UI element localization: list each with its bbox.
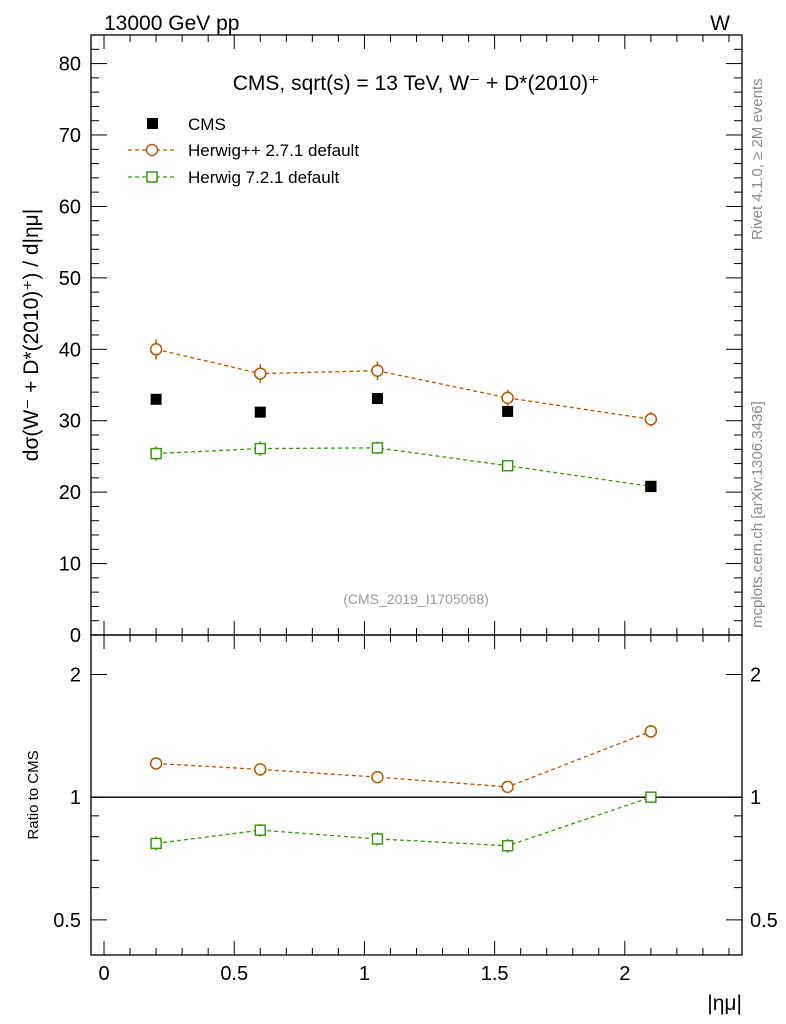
ratio-y-tick-label: 2 bbox=[70, 664, 81, 686]
legend-label-herwig7: Herwig 7.2.1 default bbox=[188, 168, 339, 187]
data-point-cms bbox=[254, 406, 266, 418]
series-line-herwig-pp bbox=[156, 730, 652, 788]
main-x-ticks bbox=[103, 35, 730, 635]
data-point-herwig7 bbox=[371, 442, 384, 454]
rivet-label: Rivet 4.1.0, ≥ 2M events bbox=[749, 78, 766, 240]
data-point-herwig-pp bbox=[644, 725, 658, 738]
data-point-herwig7 bbox=[501, 459, 514, 472]
series-herwig7 bbox=[150, 441, 657, 493]
y-tick-label: 50 bbox=[59, 268, 81, 290]
main-y-axis: 0 10 20 30 40 50 60 70 80 bbox=[59, 34, 742, 647]
data-point-herwig7 bbox=[150, 837, 162, 850]
ratio-y-axis: 0.5 0.5 1 1 2 2 bbox=[53, 664, 778, 931]
legend-marker-cms bbox=[147, 118, 158, 129]
x-axis-label: |ημ| bbox=[707, 992, 742, 1015]
analysis-id: (CMS_2019_I1705068) bbox=[343, 591, 489, 607]
y-tick-label: 0 bbox=[70, 625, 81, 647]
ratio-y-tick-label-right: 2 bbox=[750, 664, 761, 686]
legend: CMS Herwig++ 2.7.1 default Herwig 7.2.1 … bbox=[128, 115, 359, 187]
data-point-herwig-pp bbox=[371, 770, 384, 784]
y-tick-label: 70 bbox=[59, 125, 81, 147]
ratio-series bbox=[149, 725, 658, 853]
series-cms bbox=[150, 393, 657, 492]
data-point-herwig-pp bbox=[501, 391, 514, 405]
data-point-herwig7 bbox=[254, 442, 267, 455]
data-point-herwig-pp bbox=[254, 367, 267, 380]
series-herwig-pp bbox=[149, 339, 658, 427]
x-tick-label: 1 bbox=[359, 963, 370, 985]
x-axis: 0 0.5 1 1.5 2 bbox=[98, 635, 730, 985]
x-tick-label: 0 bbox=[98, 963, 109, 985]
process-label: W bbox=[710, 12, 730, 35]
y-tick-label: 30 bbox=[59, 411, 81, 433]
energy-label: 13000 GeV pp bbox=[104, 12, 239, 35]
data-point-herwig7 bbox=[150, 447, 162, 460]
main-panel: 0 10 20 30 40 50 60 70 80 CMS, sqrt(s) = 13 TeV,… bbox=[20, 34, 743, 647]
y-tick-label: 80 bbox=[59, 54, 81, 76]
data-point-cms bbox=[371, 393, 383, 405]
legend-marker-herwig7 bbox=[146, 171, 158, 183]
main-y-axis-label: dσ(W⁻ + D*(2010)⁺) / d|ημ| bbox=[20, 209, 43, 461]
y-tick-label: 10 bbox=[59, 554, 81, 576]
data-point-herwig-pp bbox=[149, 343, 163, 356]
x-tick-label: 0.5 bbox=[220, 963, 248, 985]
data-point-herwig-pp bbox=[371, 364, 384, 377]
data-point-cms bbox=[502, 405, 514, 417]
data-point-herwig7 bbox=[254, 824, 267, 836]
ratio-y-tick-label-right: 0.5 bbox=[750, 910, 778, 932]
ratio-y-tick-label: 1 bbox=[70, 787, 81, 809]
y-tick-label: 60 bbox=[59, 196, 81, 218]
legend-entry-herwig-pp: Herwig++ 2.7.1 default bbox=[128, 141, 359, 160]
data-point-cms bbox=[645, 480, 657, 492]
source-label: mcplots.cern.ch [arXiv:1306.3436] bbox=[749, 401, 766, 628]
data-point-herwig7 bbox=[501, 840, 514, 852]
main-series bbox=[149, 339, 658, 493]
series-line-herwig7 bbox=[156, 796, 652, 847]
y-tick-label: 20 bbox=[59, 482, 81, 504]
chart-title: CMS, sqrt(s) = 13 TeV, W⁻ + D*(2010)⁺ bbox=[233, 72, 599, 95]
ratio-y-tick-label-right: 1 bbox=[750, 787, 761, 809]
data-point-herwig-pp bbox=[501, 780, 514, 794]
data-point-cms bbox=[150, 393, 162, 405]
x-tick-label: 1.5 bbox=[481, 963, 509, 985]
legend-entry-herwig7: Herwig 7.2.1 default bbox=[128, 168, 339, 187]
x-tick-label: 2 bbox=[619, 963, 630, 985]
ratio-frame bbox=[90, 634, 743, 956]
legend-entry-cms: CMS bbox=[147, 115, 226, 134]
legend-marker-herwig-pp bbox=[145, 143, 159, 157]
series-line-herwig-pp bbox=[155, 348, 651, 420]
data-point-herwig7 bbox=[645, 791, 657, 803]
series-line-herwig7 bbox=[156, 447, 651, 488]
data-point-herwig-pp bbox=[644, 413, 658, 426]
legend-label-cms: CMS bbox=[188, 115, 226, 134]
ratio-y-axis-label: Ratio to CMS bbox=[25, 750, 42, 839]
series-herwig-pp bbox=[149, 725, 658, 794]
data-point-herwig-pp bbox=[254, 763, 267, 776]
data-point-herwig7 bbox=[371, 833, 384, 845]
ratio-y-tick-label: 0.5 bbox=[53, 910, 81, 932]
data-point-herwig-pp bbox=[149, 757, 163, 770]
series-herwig7 bbox=[150, 791, 657, 853]
legend-label-herwig-pp: Herwig++ 2.7.1 default bbox=[188, 141, 359, 160]
y-tick-label: 40 bbox=[59, 339, 81, 361]
ratio-panel: 0.5 0.5 1 1 2 2 0 0.5 1 1.5 2 Ratio to CMS bbox=[25, 634, 778, 985]
